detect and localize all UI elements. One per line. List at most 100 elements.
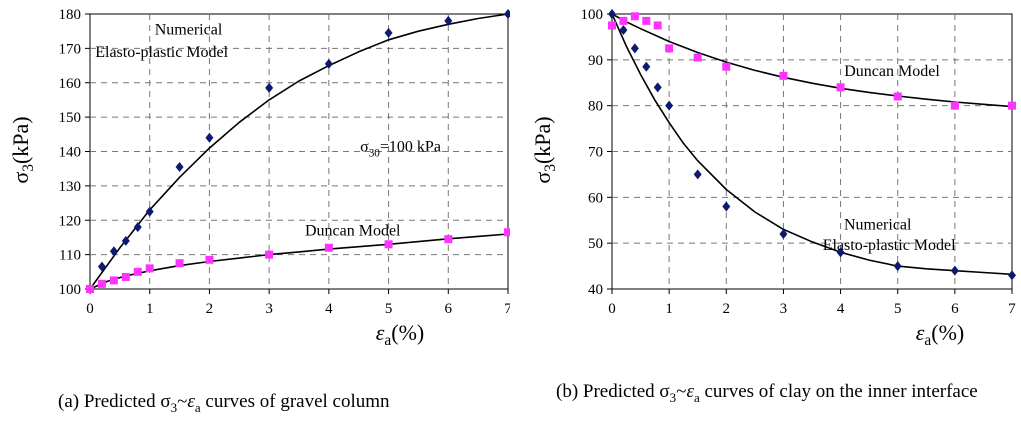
caption-a-text: (a) Predicted σ3~εa curves of gravel col… [58, 391, 390, 415]
y-tick-label: 80 [588, 99, 603, 115]
x-tick-label: 3 [780, 301, 788, 317]
y-tick-label: 110 [59, 248, 81, 264]
x-tick-label: 0 [608, 301, 616, 317]
chart-annotation: σ30=100 kPa [360, 139, 441, 160]
x-tick-label: 0 [86, 301, 94, 317]
data-point-duncan [653, 21, 662, 30]
data-point-duncan [324, 243, 333, 252]
y-tick-label: 120 [59, 213, 82, 229]
data-point-duncan [665, 44, 674, 53]
x-tick-label: 1 [665, 301, 673, 317]
data-point-duncan [608, 21, 616, 30]
y-tick-label: 40 [588, 282, 603, 298]
data-point-duncan [722, 62, 731, 71]
chart-annotation: Duncan Model [844, 63, 940, 80]
data-point-numerical [779, 229, 788, 239]
data-point-duncan [619, 16, 628, 25]
y-tick-label: 50 [588, 236, 603, 252]
chart-annotation: Elasto-plastic Model [95, 44, 228, 61]
data-point-duncan [205, 255, 214, 264]
chart-annotation: Elasto-plastic Model [823, 237, 956, 254]
data-point-duncan [642, 16, 651, 25]
caption-b: (b) Predicted σ3~εa curves of clay on th… [556, 382, 996, 407]
data-point-duncan [133, 267, 142, 276]
x-tick-label: 4 [325, 301, 333, 317]
data-point-numerical [950, 265, 959, 276]
data-point-numerical [665, 100, 674, 111]
data-point-duncan [121, 272, 130, 281]
x-tick-label: 7 [504, 301, 510, 317]
data-point-duncan [175, 259, 184, 268]
data-point-numerical [504, 9, 510, 19]
chart-panel-b: 40 50 60 70 80 90 100 0 1 2 3 4 5 6 7 σ3(kPa) εa(%) Dunca… [530, 7, 1016, 349]
data-point-duncan [145, 264, 154, 273]
fit-curve [611, 13, 1013, 276]
y-tick-label: 170 [59, 41, 82, 57]
y-tick-label: 140 [59, 145, 82, 161]
data-point-duncan [779, 71, 788, 80]
data-point-numerical [265, 82, 274, 93]
y-axis-label: σ3(kPa) [8, 116, 37, 183]
data-point-numerical [121, 235, 130, 246]
chart-annotation: Numerical [844, 216, 912, 233]
data-point-numerical [653, 82, 662, 93]
data-point-duncan [693, 53, 702, 62]
y-axis-label: σ3(kPa) [530, 116, 559, 183]
x-tick-label: 5 [385, 301, 393, 317]
chart-panel-a: 100 110 120 130 140 150 160 170 180 0 1 2 3 4 5 6 7 σ3(kP… [8, 7, 510, 349]
data-point-duncan [86, 285, 94, 293]
data-point-numerical [97, 261, 106, 272]
data-point-numerical [693, 169, 702, 180]
data-point-duncan [97, 279, 106, 288]
x-tick-label: 3 [265, 301, 273, 317]
data-point-numerical [893, 261, 902, 272]
data-point-numerical [608, 9, 616, 19]
x-axis-label: εa(%) [376, 320, 425, 349]
x-tick-label: 4 [837, 301, 845, 317]
y-tick-label: 150 [59, 110, 82, 126]
data-point-numerical [619, 25, 628, 36]
x-tick-label: 2 [206, 301, 214, 317]
y-tick-label: 100 [581, 7, 604, 23]
y-tick-label: 60 [588, 190, 603, 206]
x-tick-label: 6 [951, 301, 959, 317]
data-point-numerical [642, 61, 651, 72]
data-point-numerical [836, 247, 845, 258]
data-point-duncan [950, 101, 959, 110]
data-point-duncan [444, 235, 453, 244]
x-axis-label: εa(%) [916, 320, 965, 349]
data-point-duncan [836, 83, 845, 92]
y-tick-label: 100 [59, 282, 82, 298]
x-tick-label: 6 [445, 301, 453, 317]
data-point-duncan [630, 12, 639, 21]
data-point-duncan [109, 276, 118, 285]
data-point-numerical [133, 222, 142, 233]
data-point-numerical [444, 15, 453, 26]
x-tick-label: 1 [146, 301, 154, 317]
y-tick-label: 90 [588, 53, 603, 69]
caption-b-text: (b) Predicted σ3~εa curves of clay on th… [556, 381, 978, 405]
chart-annotation: Duncan Model [305, 223, 401, 240]
data-point-numerical [175, 161, 184, 172]
data-point-numerical [324, 58, 333, 69]
fit-curve [89, 13, 509, 290]
y-tick-label: 160 [59, 76, 82, 92]
data-point-numerical [722, 201, 731, 212]
x-tick-label: 2 [723, 301, 731, 317]
data-point-duncan [384, 240, 393, 249]
data-point-numerical [384, 27, 393, 38]
data-point-duncan [1008, 101, 1016, 110]
data-point-duncan [265, 250, 274, 259]
data-point-numerical [205, 132, 214, 143]
y-tick-label: 70 [588, 145, 603, 161]
x-tick-label: 7 [1008, 301, 1016, 317]
x-tick-label: 5 [894, 301, 902, 317]
data-point-numerical [145, 206, 154, 217]
caption-a: (a) Predicted σ3~εa curves of gravel col… [58, 392, 390, 417]
chart-annotation: Numerical [155, 22, 223, 39]
data-point-duncan [893, 92, 902, 101]
data-point-numerical [109, 246, 118, 257]
data-point-numerical [630, 43, 639, 54]
data-point-numerical [1008, 270, 1016, 281]
y-tick-label: 130 [59, 179, 82, 195]
